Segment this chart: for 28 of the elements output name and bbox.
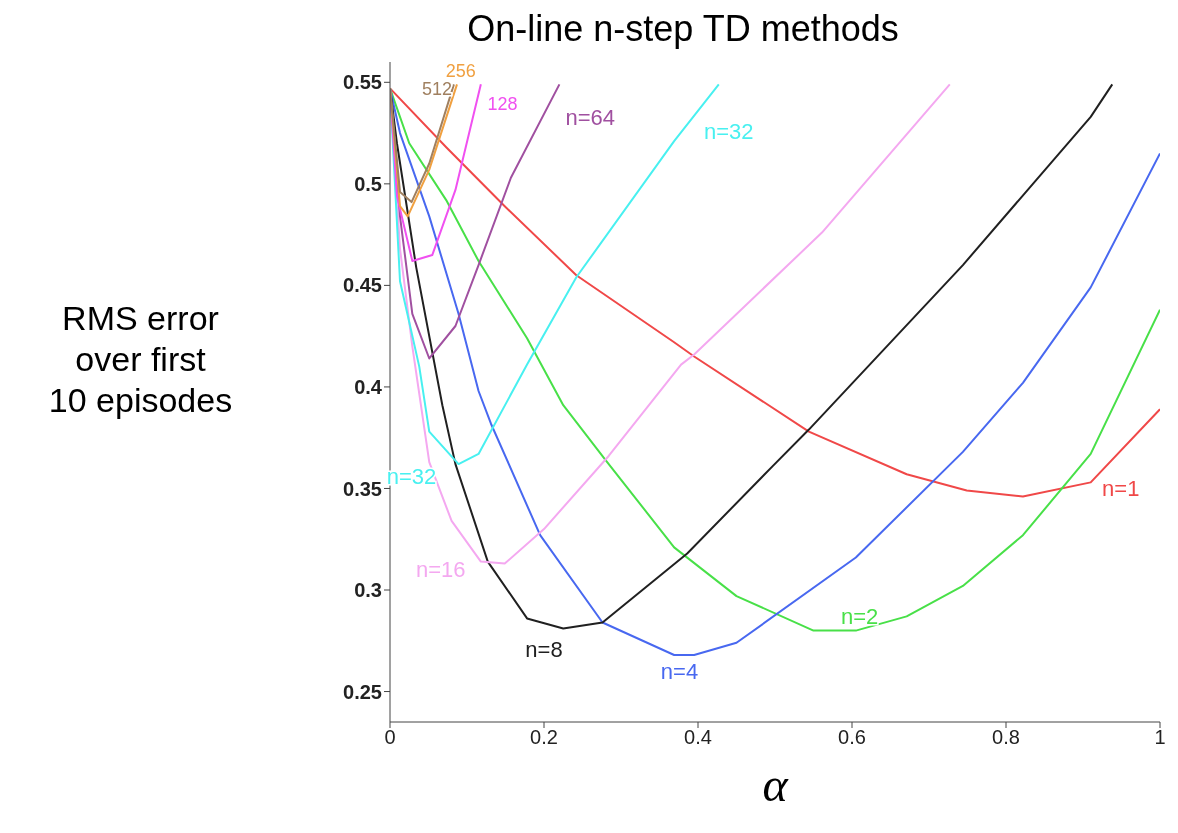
series-label: 512: [421, 79, 452, 100]
y-tick-label: 0.5: [354, 172, 382, 195]
series-label: n=8: [525, 636, 563, 662]
y-tick-label: 0.35: [343, 477, 382, 500]
y-tick-label: 0.25: [343, 680, 382, 703]
series-label: n=1: [1102, 476, 1140, 502]
y-tick-label: 0.55: [343, 71, 382, 94]
series-label: 128: [487, 93, 518, 114]
series-label: n=2: [841, 604, 879, 630]
x-tick-label: 0: [384, 726, 396, 749]
x-tick-label: 0.6: [838, 726, 866, 749]
x-tick-label: 1: [1154, 726, 1166, 749]
x-tick-label: 0.4: [684, 726, 712, 749]
y-tick-label: 0.4: [354, 376, 383, 399]
series-label: n=64: [565, 104, 615, 130]
y-tick-label: 0.45: [343, 274, 382, 297]
annotation: n=32: [704, 119, 754, 145]
series-label: n=4: [660, 658, 699, 684]
chart-title: On-line n-step TD methods: [466, 8, 900, 51]
y-tick-label: 0.3: [354, 579, 382, 602]
x-tick-label: 0.8: [992, 726, 1020, 749]
x-axis-title: α: [761, 758, 790, 812]
series-label: n=32: [386, 464, 437, 490]
line-series: [390, 83, 482, 263]
y-axis-title: RMS error over first 10 episodes: [47, 298, 234, 421]
series-label: n=16: [416, 557, 466, 583]
series-label: 256: [445, 60, 476, 81]
x-tick-label: 0.2: [530, 726, 558, 749]
